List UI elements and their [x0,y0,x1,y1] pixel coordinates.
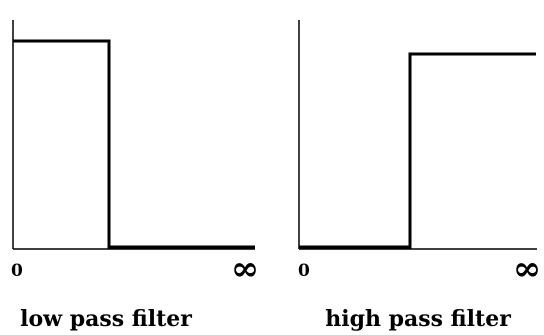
low-pass-origin-label: 0 [11,261,23,281]
high-pass-infinity-label: ∞ [513,249,541,289]
low-pass-panel: 0 ∞ low pass filter [11,20,259,332]
low-pass-caption: low pass filter [20,306,192,332]
high-pass-caption: high pass filter [325,306,511,332]
high-pass-panel: 0 ∞ high pass filter [298,20,541,332]
low-pass-response-curve [13,39,255,249]
low-pass-infinity-label: ∞ [231,249,259,289]
high-pass-response-curve [299,52,536,249]
high-pass-origin-label: 0 [298,261,310,281]
